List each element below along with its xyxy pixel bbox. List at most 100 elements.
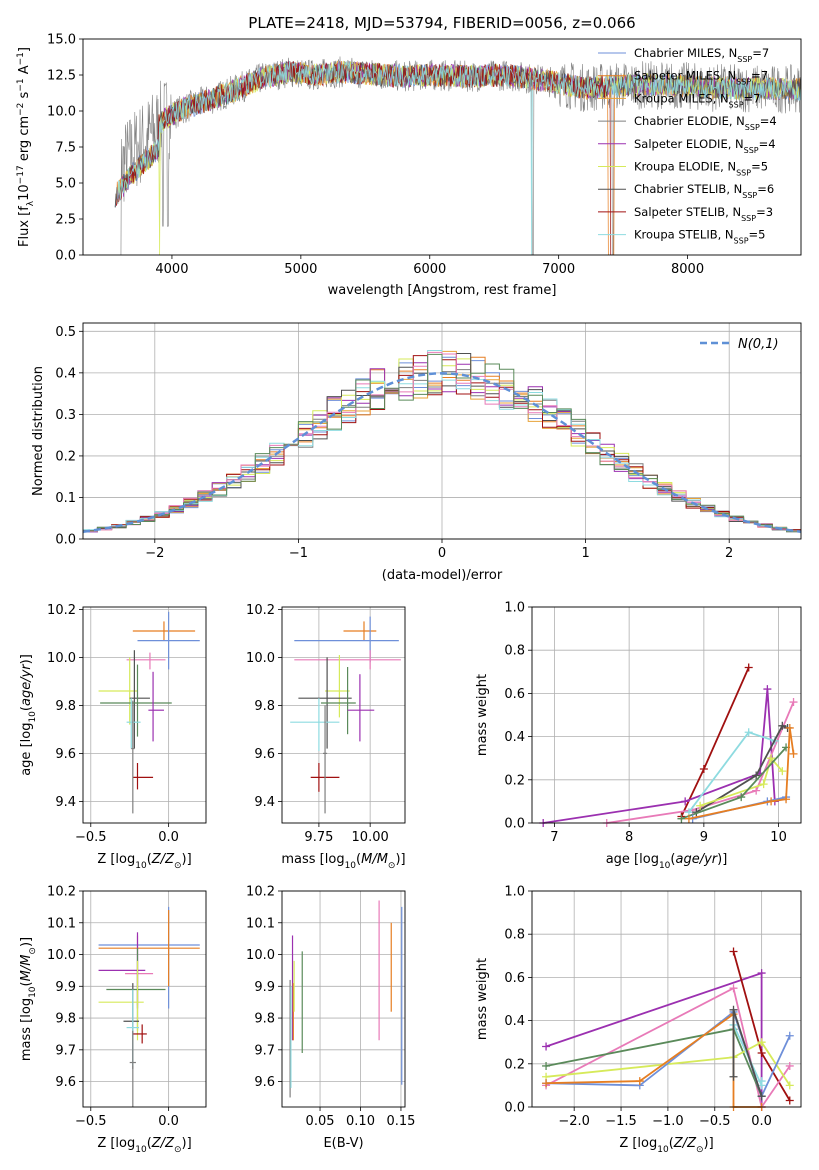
x-tick-label: 0.0 — [158, 1114, 179, 1129]
x-tick-label: −1 — [289, 546, 308, 561]
x-tick-label: 0.05 — [306, 1114, 335, 1129]
weight-marker — [785, 1081, 794, 1090]
y-tick-label: 0.8 — [504, 928, 525, 943]
weight-marker — [729, 1005, 738, 1014]
weight-marker — [681, 797, 690, 806]
weight-vs-age-panel: 7 8 9 10 0.0 0.2 0.4 0.6 0.8 1.0 age [log10(age/yr… — [475, 601, 802, 871]
weight-series-line — [545, 986, 791, 1110]
x-tick-label: 10.00 — [352, 830, 389, 845]
model-spectrum-line — [116, 61, 613, 255]
axes-frame — [531, 606, 802, 824]
weight-marker — [737, 793, 746, 802]
y-tick-label: 9.9 — [254, 980, 275, 995]
y-tick-label: 10.2 — [47, 603, 76, 618]
x-axis-label: wavelength [Angstrom, rest frame] — [328, 283, 557, 298]
y-tick-label: 10.2 — [246, 603, 275, 618]
legend-entry: Salpeter STELIB, NSSP=3 — [634, 205, 773, 223]
y-tick-label: 9.6 — [55, 1075, 76, 1090]
weight-marker — [757, 969, 766, 978]
y-tick-label: 0.6 — [504, 971, 525, 986]
x-axis-label: age [log10(age/yr)] — [606, 852, 728, 871]
weight-marker — [785, 1096, 794, 1105]
weight-marker — [763, 685, 772, 694]
y-axis-label: mass [log10(M/M⊙)] — [19, 937, 38, 1061]
weight-marker — [677, 814, 686, 823]
y-axis-label: mass weight — [475, 674, 490, 756]
weight-marker — [789, 698, 798, 707]
y-tick-label: 10.0 — [47, 105, 76, 120]
weight-marker — [778, 721, 787, 730]
y-tick-label: 10.2 — [47, 885, 76, 900]
y-tick-label: 7.5 — [55, 141, 76, 156]
y-tick-label: 0.2 — [504, 773, 525, 788]
y-tick-label: 10.0 — [246, 948, 275, 963]
x-tick-label: 4000 — [155, 262, 188, 277]
y-tick-label: 10.0 — [47, 948, 76, 963]
x-tick-label: −1.0 — [652, 1114, 684, 1129]
x-tick-label: 0 — [438, 546, 446, 561]
x-axis-label: Z [log10(Z/Z⊙)] — [97, 852, 191, 871]
x-tick-label: −0.5 — [75, 1114, 107, 1129]
weight-marker — [785, 1061, 794, 1070]
weight-series-line — [732, 1009, 763, 1097]
weight-marker — [744, 728, 753, 737]
axes-frame — [82, 890, 207, 1108]
x-tick-label: 0.0 — [158, 830, 179, 845]
weight-marker — [542, 1042, 551, 1051]
residual-histogram-panel: −2 −1 0 1 2 0.0 0.1 0.2 0.3 0.4 0.5 N(0,1) (data-mod… — [31, 322, 802, 583]
weight-marker — [744, 663, 753, 672]
model-spectrum-line — [114, 60, 801, 208]
y-tick-label: 9.8 — [254, 1012, 275, 1027]
weight-marker — [729, 947, 738, 956]
y-tick-label: 12.5 — [47, 69, 76, 84]
y-tick-label: 1.0 — [504, 601, 525, 616]
weight-marker — [635, 1077, 644, 1086]
weight-marker — [757, 1077, 766, 1086]
weight-series-line — [680, 667, 750, 817]
spectrum-lines — [114, 56, 801, 255]
x-tick-label: −1.5 — [605, 1114, 637, 1129]
weight-series-line — [699, 756, 783, 807]
legend-entry: Chabrier MILES, NSSP=7 — [634, 46, 769, 64]
y-tick-label: 2.5 — [55, 213, 76, 228]
x-axis-label: (data-model)/error — [382, 568, 503, 583]
axes-frame — [531, 890, 802, 1108]
weight-marker — [729, 1072, 738, 1081]
x-tick-label: 8 — [625, 830, 633, 845]
x-tick-label: 8000 — [671, 262, 704, 277]
y-tick-label: 0.0 — [55, 533, 76, 548]
x-tick-label: 1 — [581, 546, 589, 561]
legend-entry: Salpeter ELODIE, NSSP=4 — [634, 137, 776, 155]
mass-vs-ebv-panel: 0.05 0.10 0.15 9.6 9.7 9.8 9.9 10.0 10.1 10.2 E(B-… — [246, 885, 415, 1152]
weight-series-line — [543, 689, 776, 824]
legend-entry: Kroupa ELODIE, NSSP=5 — [634, 160, 768, 178]
weight-marker — [757, 1049, 766, 1057]
y-tick-label: 9.8 — [55, 699, 76, 714]
x-tick-label: −0.5 — [699, 1114, 731, 1129]
y-tick-label: 9.7 — [55, 1043, 76, 1058]
y-tick-label: 10.1 — [246, 916, 275, 931]
y-tick-label: 0.3 — [55, 408, 76, 423]
x-tick-label: 0.15 — [386, 1114, 415, 1129]
y-axis-label: Flux [fλ10−17 erg cm−2 s−1 A−1] — [16, 47, 36, 247]
x-tick-label: 5000 — [284, 262, 317, 277]
spectrum-panel: 4000 5000 6000 7000 8000 0.0 2.5 5.0 7.5 10.0 12.5… — [16, 33, 802, 298]
y-axis-label: Normed distribution — [31, 366, 46, 496]
weight-series-line — [606, 701, 795, 824]
y-tick-label: 9.6 — [55, 747, 76, 762]
y-tick-label: 0.4 — [504, 1014, 525, 1029]
y-tick-label: 0.2 — [55, 449, 76, 464]
legend-entry: Chabrier STELIB, NSSP=6 — [634, 182, 774, 200]
weight-series-line — [545, 1028, 763, 1097]
weight-marker — [729, 984, 738, 993]
x-tick-label: 0.0 — [751, 1114, 772, 1129]
y-tick-label: 9.7 — [254, 1043, 275, 1058]
model-spectrum-line — [117, 61, 801, 255]
y-tick-label: 9.8 — [254, 699, 275, 714]
y-tick-label: 9.4 — [55, 795, 76, 810]
legend-entry: Kroupa MILES, NSSP=7 — [634, 91, 760, 109]
axes-frame — [82, 38, 802, 256]
weight-marker — [542, 1079, 551, 1088]
y-tick-label: 15.0 — [47, 33, 76, 48]
weight-series-line — [546, 1041, 791, 1086]
